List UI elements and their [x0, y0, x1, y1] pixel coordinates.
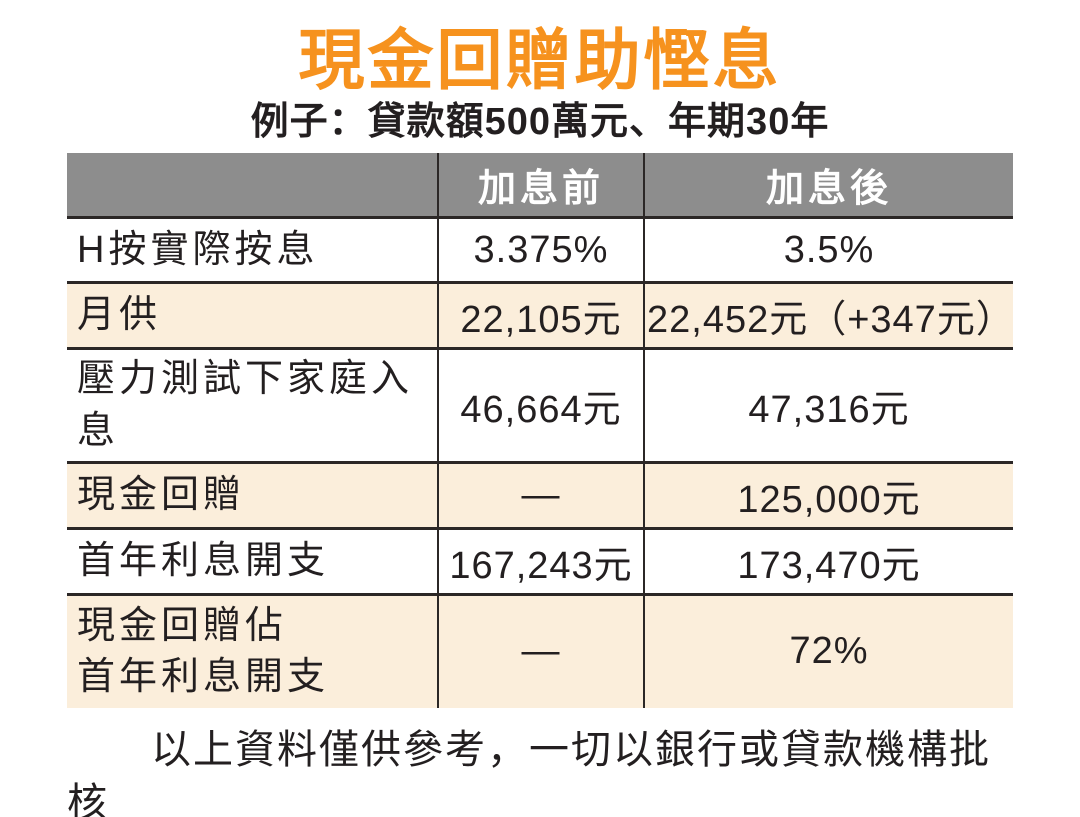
value-after: 72%: [643, 595, 1013, 708]
header-cell-after-hike: 加息後: [643, 153, 1013, 217]
header-cell-before-hike: 加息前: [437, 153, 643, 217]
table-row-monthly-payment: 月供 22,105元 22,452元（+347元）: [67, 281, 1014, 348]
rate-comparison-table: 加息前 加息後 H按實際按息 3.375% 3.5% 月供 22,105元 22…: [67, 153, 1014, 708]
row-label: 現金回贈: [77, 473, 246, 516]
row-label: 首年利息開支: [77, 539, 330, 582]
page-title: 現金回贈助慳息: [298, 23, 782, 97]
table-row-cash-rebate: 現金回贈 — 125,000元: [67, 460, 1013, 527]
value-before: 22,105元: [437, 284, 643, 348]
value-before: —: [437, 463, 643, 527]
table-row-first-year-interest: 首年利息開支 167,243元 173,470元: [67, 526, 1013, 593]
disclaimer-text: 以上資料僅供參考，一切以銀行或貸款機構批核 為準。: [67, 727, 991, 817]
table-row-rebate-vs-interest: 現金回贈佔 首年利息開支 — 72%: [67, 592, 1013, 708]
row-label: 月供: [77, 294, 162, 337]
value-after: 47,316元: [643, 350, 1013, 461]
value-after: 173,470元: [643, 529, 1013, 593]
page-subtitle: 例子：貸款額500萬元、年期30年: [250, 101, 830, 144]
value-after: 22,452元（+347元）: [643, 284, 1014, 348]
header-cell-empty: [67, 153, 437, 216]
table-row-stress-test-income: 壓力測試下家庭入息 46,664元 47,316元: [67, 347, 1013, 461]
value-after: 125,000元: [643, 463, 1013, 527]
table-header-row: 加息前 加息後: [67, 153, 1013, 217]
row-label: 壓力測試下家庭入息: [77, 358, 414, 452]
value-before: 46,664元: [437, 350, 643, 461]
value-before: 167,243元: [437, 529, 643, 593]
value-before: —: [437, 595, 643, 708]
table-row-effective-rate: H按實際按息 3.375% 3.5%: [67, 216, 1013, 282]
value-before: 3.375%: [437, 219, 643, 282]
row-label: 現金回贈佔 首年利息開支: [77, 604, 330, 698]
value-after: 3.5%: [643, 219, 1013, 282]
row-label: H按實際按息: [77, 228, 319, 271]
